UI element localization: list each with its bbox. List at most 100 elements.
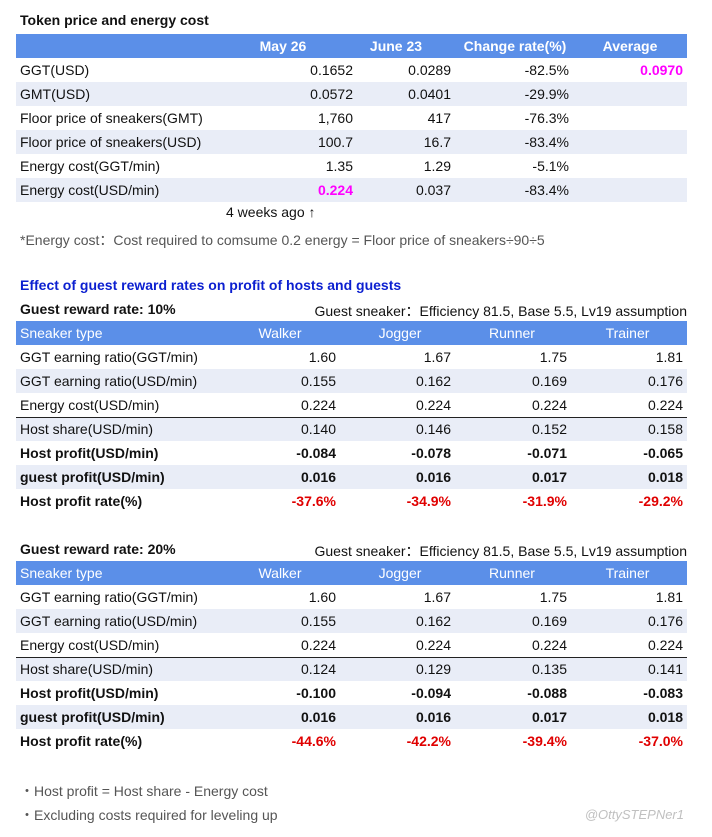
row-label: Host profit(USD/min) bbox=[20, 445, 159, 461]
row-label: Host profit(USD/min) bbox=[20, 685, 159, 701]
may-value: 0.224 bbox=[317, 182, 353, 198]
may-value: 0.1652 bbox=[310, 62, 353, 78]
change-value: -82.5% bbox=[524, 62, 569, 78]
reward-rate-label: Guest reward rate: 20% bbox=[20, 541, 176, 557]
walker-value: 0.016 bbox=[300, 709, 336, 725]
header-average: Average bbox=[602, 38, 658, 54]
row-label: Host share(USD/min) bbox=[20, 421, 154, 437]
jogger-value: 0.016 bbox=[415, 469, 451, 485]
reward-table-10: Sneaker type Walker Jogger Runner Traine… bbox=[16, 321, 687, 513]
token-row: Energy cost(USD/min) 0.224 0.037 -83.4% bbox=[16, 178, 687, 202]
jogger-value: -42.2% bbox=[406, 733, 451, 749]
jogger-value: -0.094 bbox=[411, 685, 451, 701]
runner-value: 1.75 bbox=[539, 589, 567, 605]
jogger-value: 0.016 bbox=[415, 709, 451, 725]
row-label: GMT(USD) bbox=[20, 86, 90, 102]
walker-value: 0.224 bbox=[300, 637, 336, 653]
header-runner: Runner bbox=[489, 565, 535, 581]
header-jogger: Jogger bbox=[378, 565, 422, 581]
runner-value: -0.071 bbox=[527, 445, 567, 461]
author-watermark: @OttySTEPNer1 bbox=[584, 807, 684, 822]
runner-value: -31.9% bbox=[522, 493, 567, 509]
trainer-value: 1.81 bbox=[655, 589, 683, 605]
token-row: Floor price of sneakers(USD) 100.7 16.7 … bbox=[16, 130, 687, 154]
jogger-value: 0.129 bbox=[415, 661, 451, 677]
runner-value: -39.4% bbox=[522, 733, 567, 749]
june-value: 0.0401 bbox=[408, 86, 451, 102]
note-leveling: ・Excluding costs required for leveling u… bbox=[20, 807, 278, 823]
change-value: -29.9% bbox=[524, 86, 569, 102]
row-label: GGT earning ratio(USD/min) bbox=[20, 373, 198, 389]
trainer-value: 0.018 bbox=[647, 709, 683, 725]
row-label: Host profit rate(%) bbox=[20, 733, 143, 749]
trainer-value: 0.018 bbox=[647, 469, 683, 485]
token-section-title: Token price and energy cost bbox=[20, 12, 209, 28]
trainer-value: -37.0% bbox=[638, 733, 683, 749]
effect-section-title: Effect of guest reward rates on profit o… bbox=[20, 277, 402, 293]
note-host-profit: ・Host profit = Host share - Energy cost bbox=[20, 783, 268, 799]
reward-row: GGT earning ratio(USD/min) 0.155 0.162 0… bbox=[16, 609, 687, 633]
row-label: Energy cost(USD/min) bbox=[20, 182, 160, 198]
change-value: -83.4% bbox=[524, 134, 569, 150]
reward-row: GGT earning ratio(GGT/min) 1.60 1.67 1.7… bbox=[16, 345, 687, 369]
reward-table-20: Sneaker type Walker Jogger Runner Traine… bbox=[16, 561, 687, 753]
jogger-value: 0.146 bbox=[415, 421, 451, 437]
trainer-value: -0.083 bbox=[643, 685, 683, 701]
reward-row: Energy cost(USD/min) 0.224 0.224 0.224 0… bbox=[16, 633, 687, 657]
trainer-value: -0.065 bbox=[643, 445, 683, 461]
row-label: Energy cost(GGT/min) bbox=[20, 158, 161, 174]
divider-line bbox=[16, 417, 687, 418]
walker-value: 0.140 bbox=[300, 421, 336, 437]
row-label: GGT(USD) bbox=[20, 62, 90, 78]
change-value: -83.4% bbox=[524, 182, 569, 198]
energy-cost-footnote: *Energy cost：Cost required to comsume 0.… bbox=[20, 232, 545, 248]
header-runner: Runner bbox=[489, 325, 535, 341]
reward-row: Energy cost(USD/min) 0.224 0.224 0.224 0… bbox=[16, 393, 687, 417]
jogger-value: 0.224 bbox=[415, 637, 451, 653]
reward-row: GGT earning ratio(GGT/min) 1.60 1.67 1.7… bbox=[16, 585, 687, 609]
reward-row: Host share(USD/min) 0.140 0.146 0.152 0.… bbox=[16, 417, 687, 441]
trainer-value: 0.158 bbox=[647, 421, 683, 437]
runner-value: 0.169 bbox=[531, 613, 567, 629]
june-value: 1.29 bbox=[423, 158, 451, 174]
trainer-value: -29.2% bbox=[638, 493, 683, 509]
reward-row: GGT earning ratio(USD/min) 0.155 0.162 0… bbox=[16, 369, 687, 393]
may-value: 100.7 bbox=[317, 134, 353, 150]
token-row: Energy cost(GGT/min) 1.35 1.29 -5.1% bbox=[16, 154, 687, 178]
walker-value: -0.084 bbox=[296, 445, 336, 461]
trainer-value: 0.224 bbox=[647, 397, 683, 413]
jogger-value: -0.078 bbox=[411, 445, 451, 461]
header-walker: Walker bbox=[258, 325, 302, 341]
runner-value: 0.224 bbox=[531, 637, 567, 653]
may-value: 1,760 bbox=[317, 110, 353, 126]
reward-table-header: Sneaker type Walker Jogger Runner Traine… bbox=[16, 321, 687, 345]
token-row: Floor price of sneakers(GMT) 1,760 417 -… bbox=[16, 106, 687, 130]
jogger-value: 1.67 bbox=[423, 349, 451, 365]
change-value: -5.1% bbox=[532, 158, 569, 174]
jogger-value: 1.67 bbox=[423, 589, 451, 605]
walker-value: -37.6% bbox=[291, 493, 336, 509]
header-change: Change rate(%) bbox=[463, 38, 567, 54]
header-trainer: Trainer bbox=[605, 325, 650, 341]
runner-value: 0.224 bbox=[531, 397, 567, 413]
reward-row: Host profit rate(%) -44.6% -42.2% -39.4%… bbox=[16, 729, 687, 753]
token-table: May 26 June 23 Change rate(%) Average GG… bbox=[16, 34, 687, 202]
reward-row: guest profit(USD/min) 0.016 0.016 0.017 … bbox=[16, 465, 687, 489]
trainer-value: 1.81 bbox=[655, 349, 683, 365]
row-label: Host profit rate(%) bbox=[20, 493, 143, 509]
header-jogger: Jogger bbox=[378, 325, 422, 341]
row-label: guest profit(USD/min) bbox=[20, 469, 165, 485]
jogger-value: -34.9% bbox=[406, 493, 451, 509]
runner-value: 0.017 bbox=[531, 469, 567, 485]
header-june: June 23 bbox=[369, 38, 423, 54]
header-walker: Walker bbox=[258, 565, 302, 581]
walker-value: 1.60 bbox=[308, 589, 336, 605]
walker-value: 0.124 bbox=[300, 661, 336, 677]
token-row: GMT(USD) 0.0572 0.0401 -29.9% bbox=[16, 82, 687, 106]
weeks-ago-note: 4 weeks ago ↑ bbox=[226, 204, 316, 220]
trainer-value: 0.176 bbox=[647, 613, 683, 629]
runner-value: -0.088 bbox=[527, 685, 567, 701]
assumption-note: Guest sneaker：Efficiency 81.5, Base 5.5,… bbox=[314, 303, 687, 319]
may-value: 0.0572 bbox=[310, 86, 353, 102]
may-value: 1.35 bbox=[325, 158, 353, 174]
